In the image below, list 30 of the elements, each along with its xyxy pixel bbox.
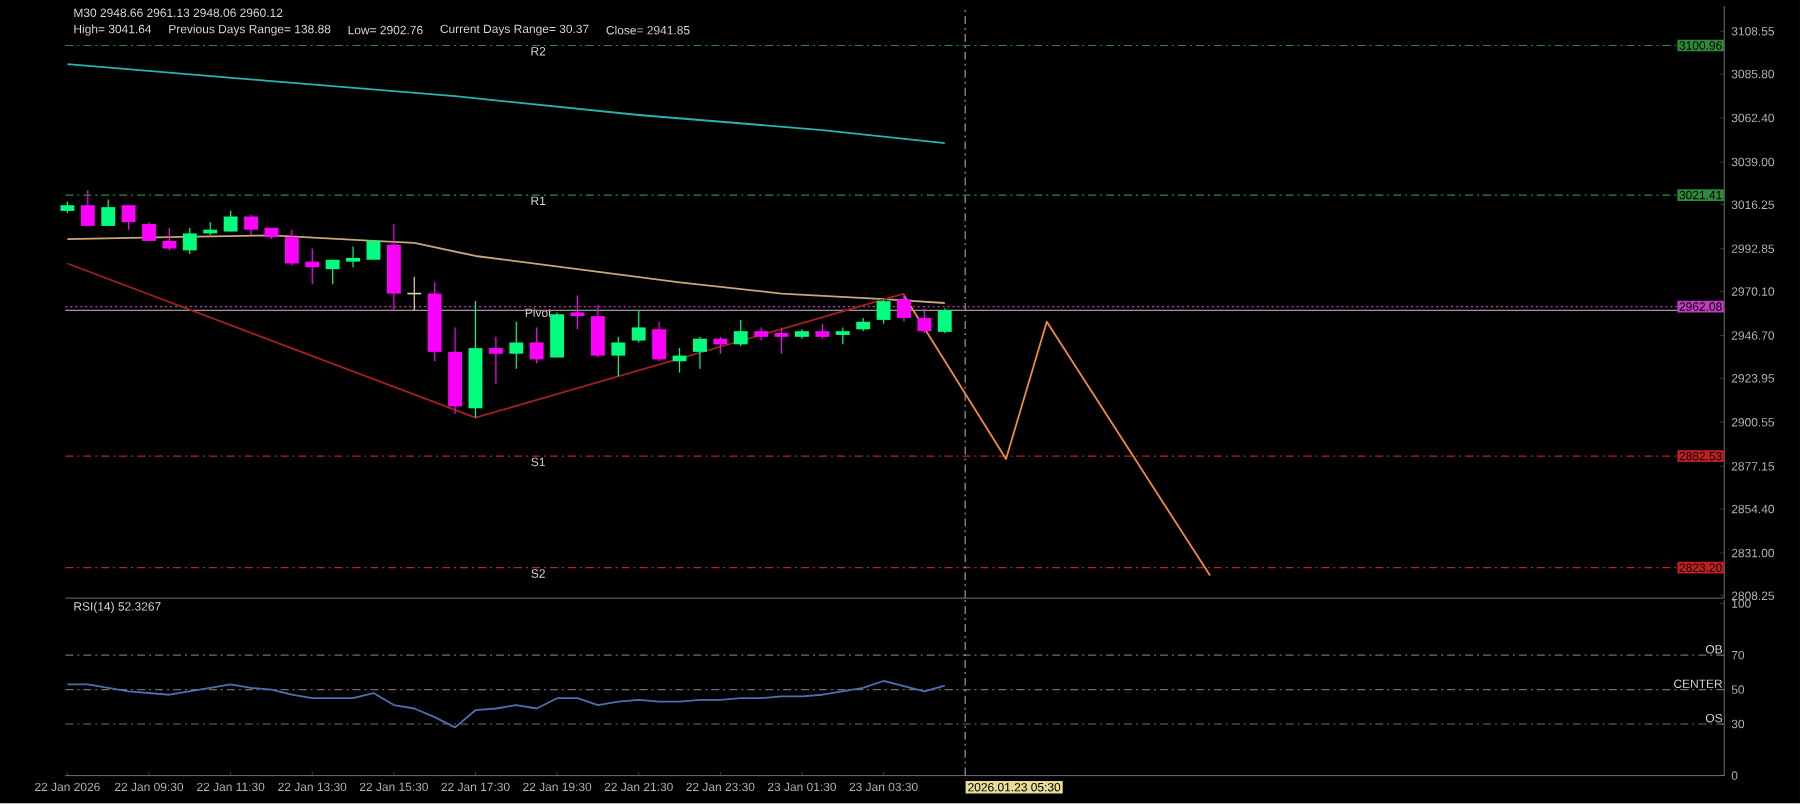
candlestick [876, 298, 891, 325]
candlestick [223, 210, 238, 233]
candlestick [284, 229, 299, 267]
candlestick [611, 336, 626, 378]
candlestick [325, 259, 340, 286]
candlestick [693, 336, 707, 370]
candlestick [346, 246, 360, 269]
candlestick [590, 304, 605, 359]
candlestick [509, 321, 524, 370]
candlestick [897, 293, 911, 323]
candlestick [550, 312, 565, 359]
candlestick [80, 189, 95, 227]
candlestick [652, 321, 667, 363]
candlestick [305, 248, 320, 286]
candlestick [101, 199, 116, 227]
candlestick [937, 308, 952, 334]
candlestick [162, 227, 177, 252]
candlestick [733, 319, 748, 348]
line-series [903, 294, 1211, 577]
candlestick [182, 227, 197, 255]
candlestick [488, 336, 503, 385]
candlestick [121, 204, 136, 231]
line-series [66, 63, 946, 145]
candlestick [917, 308, 932, 334]
candlestick [570, 295, 585, 331]
candlestick [529, 327, 544, 364]
candlestick [244, 214, 258, 237]
candlestick [631, 310, 646, 344]
candlestick [754, 327, 769, 342]
candlestick [774, 327, 789, 355]
